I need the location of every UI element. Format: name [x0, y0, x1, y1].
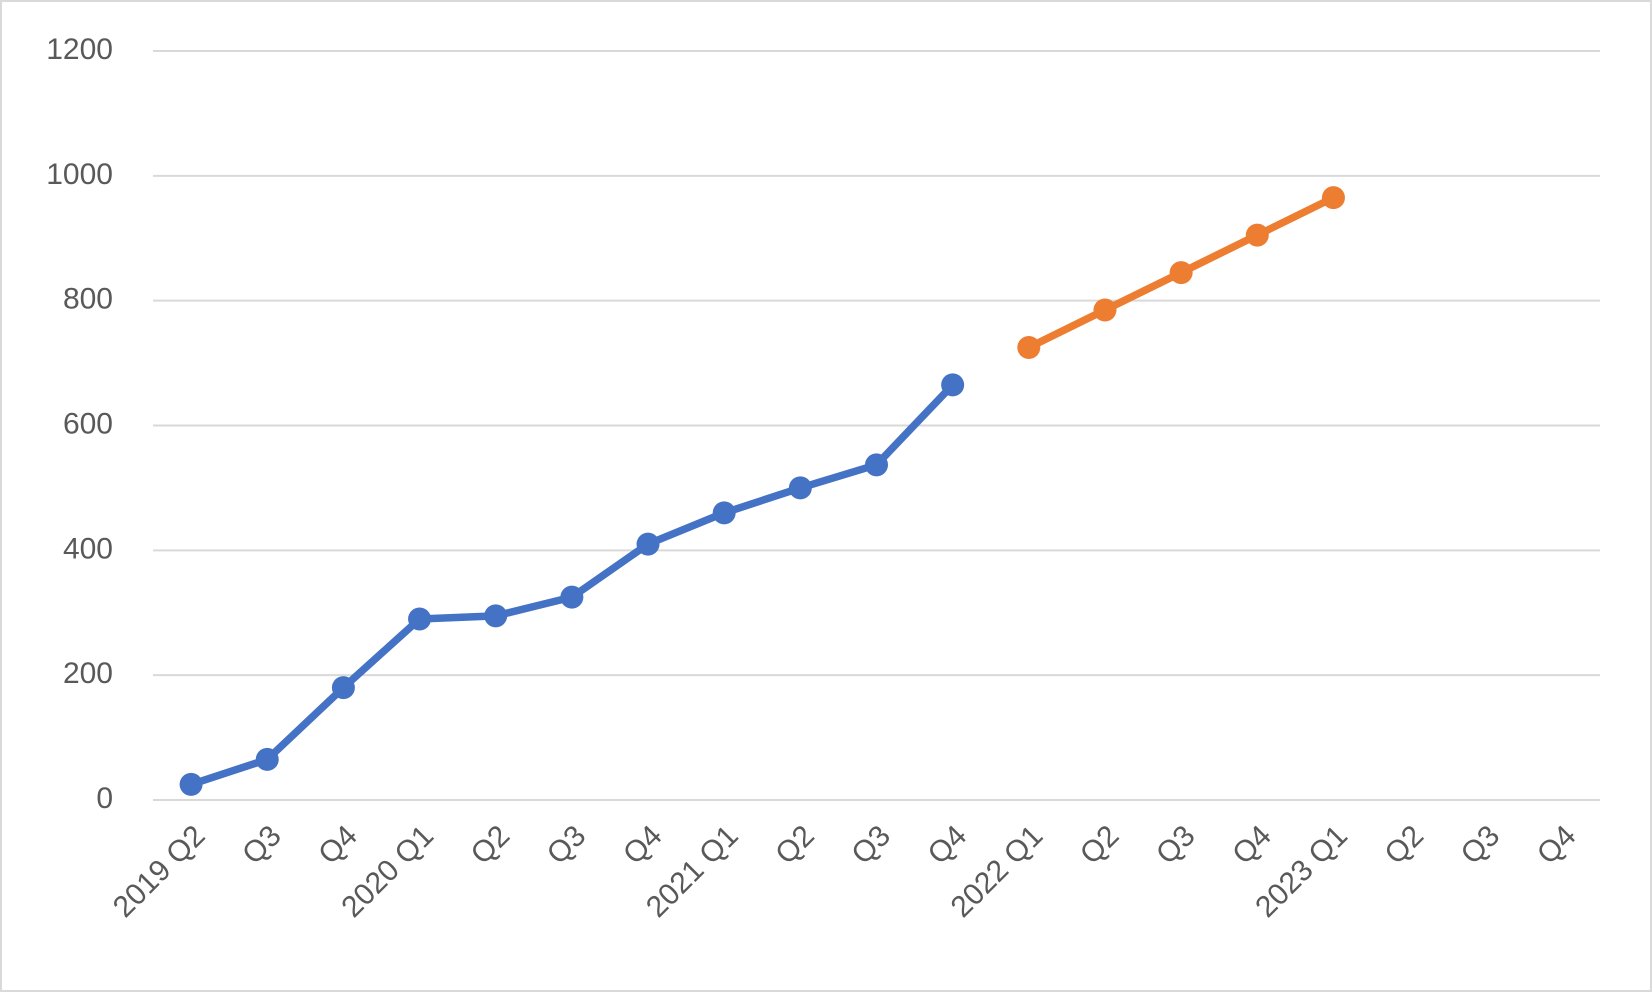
- data-point: [331, 676, 355, 700]
- data-point: [484, 604, 508, 628]
- data-point: [408, 607, 432, 631]
- y-tick-label: 400: [63, 532, 113, 565]
- y-tick-label: 1000: [46, 158, 113, 191]
- y-tick-label: 800: [63, 283, 113, 316]
- data-point: [1169, 261, 1193, 285]
- data-point: [1093, 298, 1117, 322]
- data-point: [179, 772, 203, 796]
- data-point: [1017, 335, 1041, 359]
- data-point: [788, 476, 812, 500]
- data-point: [255, 747, 279, 771]
- data-point: [865, 453, 888, 477]
- y-tick-label: 600: [63, 407, 113, 440]
- y-tick-label: 1200: [46, 33, 113, 66]
- data-point: [1321, 186, 1345, 210]
- data-point: [712, 501, 736, 525]
- y-tick-label: 200: [63, 657, 113, 690]
- data-point: [1245, 223, 1269, 247]
- y-tick-label: 0: [96, 782, 113, 815]
- data-point: [636, 532, 660, 556]
- data-point: [560, 585, 584, 609]
- data-point: [941, 373, 965, 397]
